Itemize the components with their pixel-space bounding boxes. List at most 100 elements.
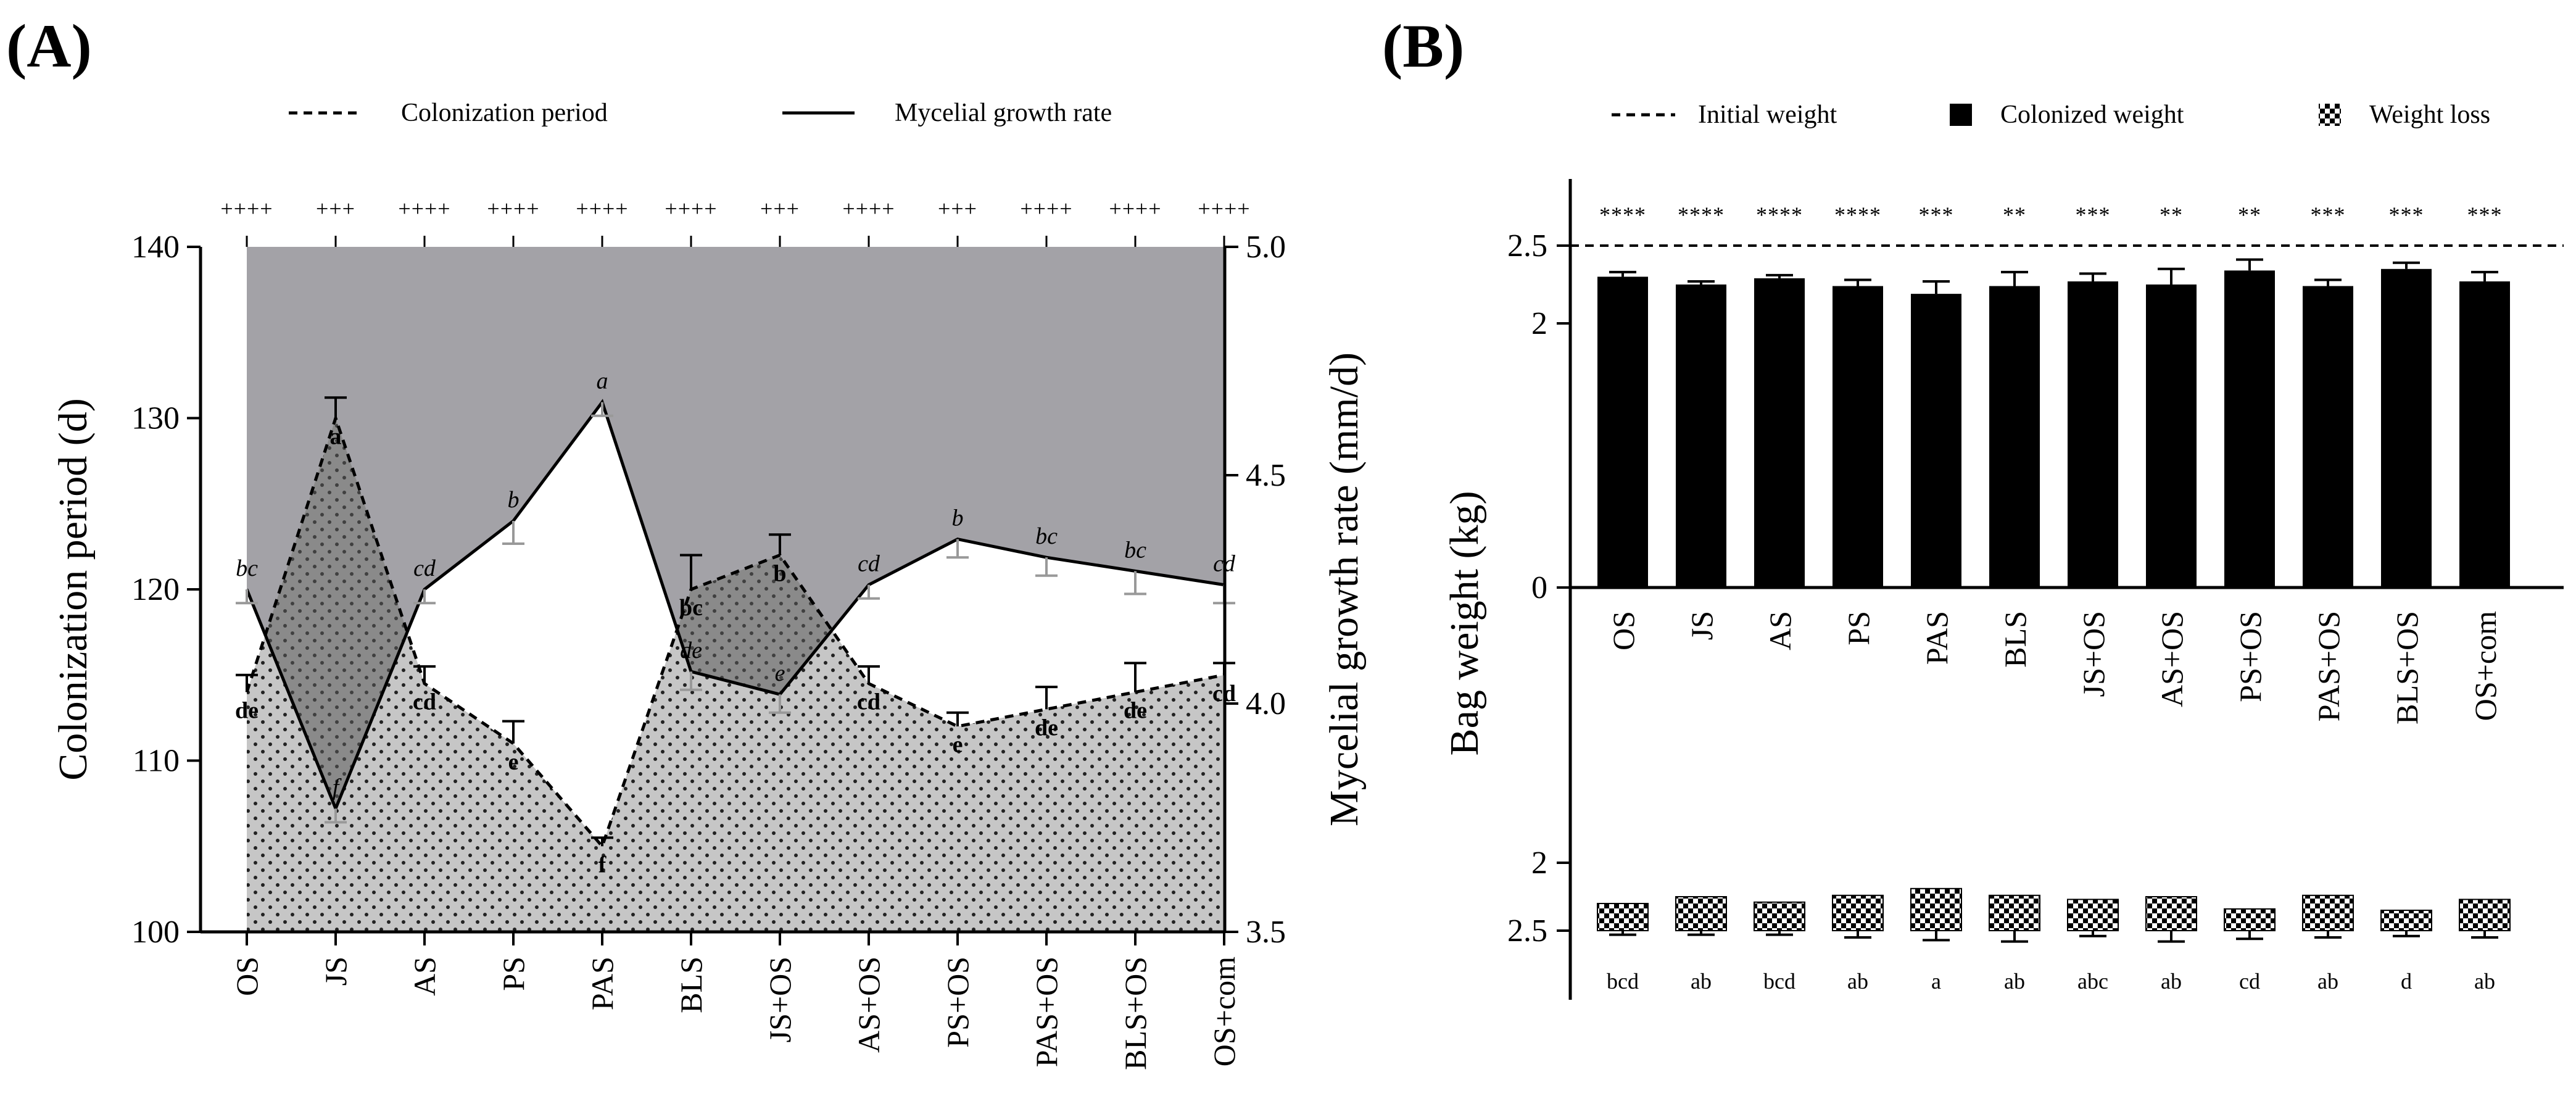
colonized-weight-bar [1597, 276, 1648, 588]
weight-loss-letter: bcd [1607, 969, 1639, 994]
x-category-label: AS+OS [2155, 611, 2189, 707]
x-category-label: PS [496, 957, 531, 991]
colonization-letter: bc [679, 595, 703, 621]
left-tick-label: 120 [131, 572, 180, 607]
x-category-label: PS+OS [940, 957, 975, 1048]
weight-loss-bar [1832, 894, 1884, 932]
panel-b-legend: Initial weight Colonized weight Weight l… [1612, 101, 2490, 129]
significance-marker: +++ [938, 196, 977, 221]
growth-rate-letter: bc [1124, 537, 1146, 563]
left-tick-label: 110 [133, 744, 180, 779]
growth-rate-letter: cd [413, 555, 436, 581]
legend-colonization-period: Colonization period [401, 99, 608, 127]
colonized-weight-bar [1911, 294, 1961, 588]
panel-b-marks: ****OS****JS****AS****PS***PAS**BLS***JS… [1597, 202, 2511, 994]
x-category-label: AS+OS [851, 957, 886, 1053]
panel-b: (B) Initial weight Colonized weight Weig… [1382, 12, 2564, 1000]
weight-loss-bar [2145, 896, 2197, 931]
significance-marker: ++++ [1020, 196, 1072, 221]
weight-loss-letter: abc [2077, 969, 2108, 994]
weight-loss-bar [1989, 894, 2040, 932]
significance-marker: ++++ [665, 196, 717, 221]
lower-tick-label: 2.5 [1507, 913, 1547, 949]
significance-marker: ++++ [842, 196, 895, 221]
colonized-weight-bar [1833, 286, 1883, 588]
lower-tick-label: 2 [1531, 845, 1547, 881]
left-tick-label: 140 [131, 230, 180, 265]
panel-a-label: (A) [6, 12, 92, 80]
weight-loss-bar [1597, 903, 1649, 931]
significance-marker: *** [1919, 202, 1954, 227]
significance-marker: ** [2003, 202, 2026, 227]
weight-loss-letter: a [1931, 969, 1941, 994]
colonization-letter: cd [413, 689, 436, 715]
significance-marker: *** [2311, 202, 2346, 227]
x-category-label: AS [407, 957, 442, 996]
x-category-label: BLS+OS [2390, 611, 2424, 725]
growth-rate-letter: bc [236, 555, 258, 581]
weight-loss-letter: ab [2004, 969, 2025, 994]
weight-loss-letter: d [2401, 969, 2412, 994]
panel-b-ticks: 0 2 2.5 2 2.5 [1507, 228, 1570, 949]
colonization-letter: e [508, 749, 519, 775]
x-category-label: OS+com [1207, 957, 1241, 1066]
colonization-letter: de [1035, 715, 1058, 741]
significance-marker: **** [1756, 202, 1803, 227]
x-category-label: PS+OS [2233, 611, 2267, 702]
significance-marker: ++++ [1198, 196, 1250, 221]
legend-mycelial-growth-rate: Mycelial growth rate [895, 99, 1112, 127]
weight-loss-letter: cd [2239, 969, 2260, 994]
weight-loss-letter: ab [2161, 969, 2182, 994]
x-category-label: JS+OS [2076, 611, 2111, 697]
legend-colonized-weight: Colonized weight [2000, 101, 2184, 129]
upper-tick-label: 2.5 [1507, 228, 1547, 264]
left-tick-label: 130 [131, 401, 180, 436]
mycelial-growth-rate-line [245, 399, 1225, 813]
x-category-label: OS [230, 957, 264, 996]
significance-marker: +++ [760, 196, 800, 221]
weight-loss-bar [1675, 896, 1727, 931]
colonization-letter: e [953, 732, 963, 758]
weight-loss-bar [2224, 908, 2276, 932]
colonized-weight-bar [1989, 286, 2040, 588]
growth-rate-letter: cd [858, 551, 880, 577]
weight-loss-letter: bcd [1763, 969, 1795, 994]
x-category-label: JS [318, 957, 353, 986]
x-category-label: BLS [674, 957, 708, 1013]
weight-loss-letter: ab [1847, 969, 1868, 994]
colonization-letter: de [1124, 698, 1147, 724]
growth-rate-letter: e [775, 660, 785, 686]
panel-b-label: (B) [1382, 12, 1464, 80]
panel-a-y2label: Mycelial growth rate (mm/d) [1322, 352, 1367, 826]
weight-loss-letter: ab [2474, 969, 2495, 994]
significance-marker: +++ [316, 196, 355, 221]
weight-loss-bar [2459, 899, 2511, 932]
weight-loss-bar [2302, 894, 2354, 932]
colonization-letter: de [235, 698, 259, 724]
growth-rate-letter: bc [1035, 523, 1058, 549]
colonized-weight-bar [2381, 268, 2432, 588]
growth-rate-letter: de [680, 638, 702, 663]
x-category-label: AS [1763, 611, 1797, 650]
significance-marker: ++++ [398, 196, 450, 221]
x-category-label: PAS+OS [2311, 611, 2346, 721]
significance-marker: *** [2076, 202, 2111, 227]
x-category-label: PAS [585, 957, 619, 1010]
x-category-label: BLS [1998, 611, 2032, 668]
legend-weight-loss-swatch [2319, 104, 2341, 126]
x-category-label: PAS [1920, 611, 1954, 665]
growth-rate-letter: a [597, 368, 608, 394]
colonized-weight-bar [2146, 285, 2197, 588]
significance-marker: ++++ [1109, 196, 1161, 221]
significance-marker: **** [1678, 202, 1725, 227]
colonized-weight-bar [2303, 286, 2353, 588]
panel-a-fills [247, 247, 1224, 932]
colonized-weight-bar [1754, 278, 1805, 588]
significance-marker: ++++ [487, 196, 539, 221]
weight-loss-bar [2067, 899, 2119, 932]
panel-a-legend: Colonization period Mycelial growth rate [289, 99, 1112, 127]
panel-a-ticks: 100 110 120 130 140 3.5 4.0 4.5 5.0 OS JS AS PS PAS BL… [131, 230, 1286, 1070]
legend-weight-loss: Weight loss [2369, 101, 2490, 129]
x-category-label: OS [1606, 611, 1641, 650]
